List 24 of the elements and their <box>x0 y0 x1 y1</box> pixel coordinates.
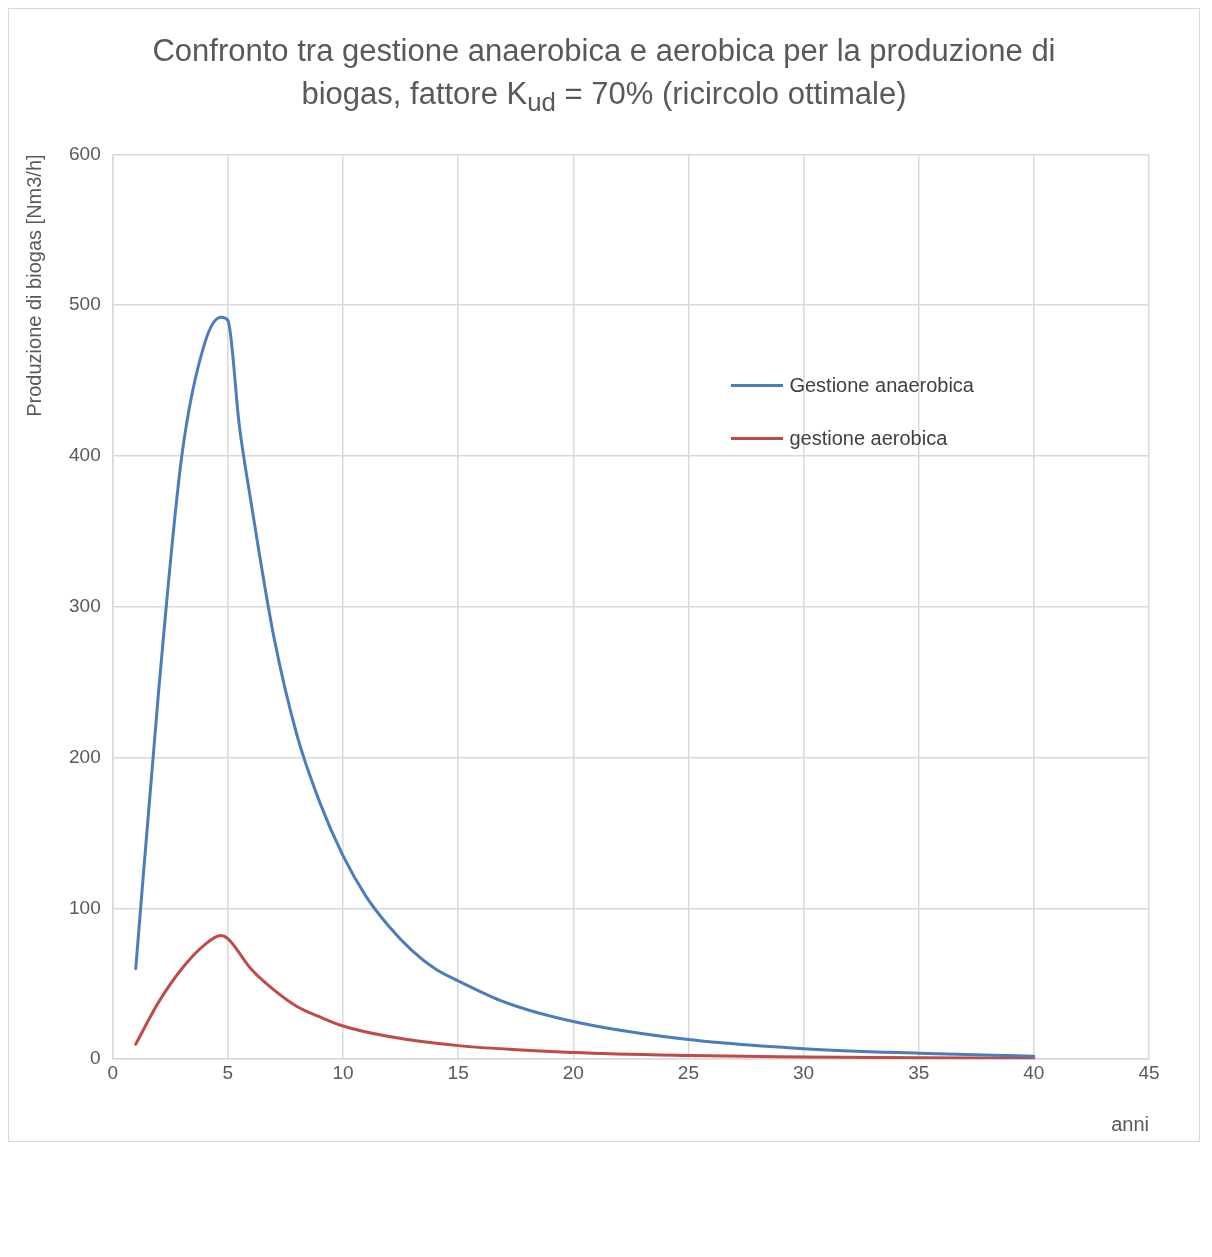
x-tick-label: 45 <box>1138 1061 1160 1083</box>
x-axis-title: anni <box>1111 1112 1149 1135</box>
x-tick-label: 40 <box>1023 1061 1045 1083</box>
legend-label: Gestione anaerobica <box>789 374 974 398</box>
y-tick-label: 0 <box>90 1047 101 1069</box>
x-tick-label: 35 <box>908 1061 930 1083</box>
y-tick-label: 600 <box>69 142 101 164</box>
y-tick-label: 300 <box>69 594 101 616</box>
y-tick-label: 500 <box>69 293 101 315</box>
legend-label: gestione aerobica <box>789 427 948 451</box>
x-tick-label: 10 <box>332 1061 354 1083</box>
y-tick-label: 400 <box>69 443 101 465</box>
y-axis-title: Produzione di biogas [Nm3/h] <box>22 154 45 417</box>
y-tick-label: 100 <box>69 896 101 918</box>
x-tick-label: 25 <box>677 1061 699 1083</box>
x-tick-label: 20 <box>562 1061 584 1083</box>
x-tick-label: 0 <box>107 1061 118 1083</box>
line-series <box>134 315 1036 1058</box>
x-tick-label: 15 <box>447 1061 469 1083</box>
line-series <box>134 933 1036 1059</box>
chart-title: Confronto tra gestione anaerobica e aerobica per la produzione di biogas, fattore K$_{ud}$ = 70% (ricircolo ottimale) <box>151 32 1057 119</box>
x-tick-label: 5 <box>222 1061 234 1083</box>
y-tick-label: 200 <box>69 745 101 767</box>
x-tick-label: 30 <box>793 1061 815 1083</box>
